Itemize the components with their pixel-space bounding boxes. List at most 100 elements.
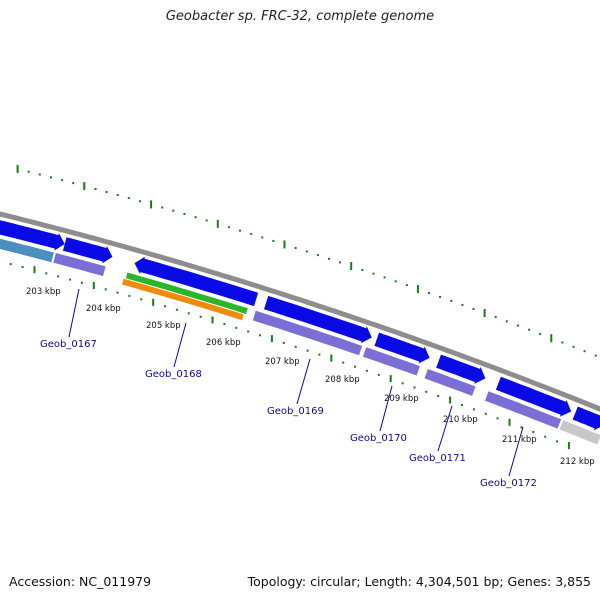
outer-minor-tick — [127, 197, 130, 200]
ruler-minor-tick — [223, 323, 226, 326]
genome-backbone — [0, 211, 600, 412]
outer-minor-tick — [405, 284, 408, 287]
outer-major-tick — [150, 200, 153, 209]
ruler-minor-tick — [365, 369, 368, 372]
outer-minor-tick — [394, 280, 397, 283]
outer-minor-tick — [572, 345, 575, 348]
outer-minor-tick — [239, 229, 241, 232]
cds-arrow-0167[interactable] — [62, 237, 113, 264]
outer-minor-tick — [339, 261, 342, 264]
ruler-minor-tick — [377, 373, 380, 376]
outer-minor-tick — [183, 213, 186, 215]
ruler-major-tick — [152, 298, 155, 306]
ruler-major-tick — [330, 354, 333, 362]
cds-arrow-0169[interactable] — [264, 295, 372, 344]
ruler-minor-tick — [342, 361, 345, 364]
ruler-minor-tick — [425, 390, 428, 393]
ruler-minor-tick — [556, 440, 559, 443]
ruler-major-tick — [389, 375, 392, 383]
outer-minor-tick — [428, 291, 430, 294]
gene-bar-0169[interactable] — [252, 310, 363, 356]
outer-major-tick — [216, 219, 219, 228]
outer-minor-tick — [505, 320, 508, 323]
ruler-label: 203 kbp — [26, 287, 61, 297]
ruler-label: 208 kbp — [325, 375, 360, 385]
gene-bar-0172[interactable] — [485, 391, 562, 429]
ruler-minor-tick — [164, 305, 167, 308]
cds-arrow-0171[interactable] — [436, 354, 486, 384]
outer-minor-tick — [528, 328, 531, 331]
ruler-minor-tick — [472, 408, 475, 411]
outer-minor-tick — [372, 272, 375, 275]
outer-minor-tick — [38, 173, 41, 176]
gene-label-geob-0172[interactable]: Geob_0172 — [480, 478, 537, 489]
outer-minor-tick — [294, 247, 297, 249]
outer-minor-tick — [227, 226, 230, 229]
ruler-major-tick — [92, 282, 95, 289]
gene-label-geob-0170[interactable]: Geob_0170 — [350, 433, 407, 444]
outer-major-tick — [416, 285, 419, 293]
outer-minor-tick — [594, 354, 597, 357]
ruler-minor-tick — [520, 426, 523, 429]
cds-arrow-0170[interactable] — [374, 332, 430, 364]
gene-labels: Geob_0167 Geob_0168 Geob_0169 Geob_0170 … — [40, 339, 537, 489]
ruler-major-tick — [211, 316, 214, 324]
outer-minor-tick — [138, 200, 141, 203]
outer-minor-tick — [250, 233, 253, 235]
outer-minor-tick — [50, 176, 52, 179]
ruler-minor-tick — [401, 382, 404, 385]
ruler-minor-tick — [259, 334, 262, 337]
outer-major-tick — [83, 182, 86, 191]
outer-minor-tick — [450, 299, 453, 302]
ruler-minor-tick — [140, 298, 143, 301]
outer-minor-tick — [72, 182, 75, 185]
cds-arrow-0166[interactable] — [0, 219, 65, 251]
cds-arrow-0172[interactable] — [495, 376, 572, 417]
ruler-minor-tick — [199, 315, 202, 318]
ruler-minor-tick — [9, 263, 12, 266]
outer-minor-tick — [361, 268, 364, 271]
ruler-minor-tick — [116, 291, 119, 294]
gene-bar-0170[interactable] — [362, 347, 420, 376]
outer-minor-tick — [205, 219, 208, 222]
leader-line — [173, 322, 187, 368]
gene-bar-0171[interactable] — [424, 369, 476, 396]
outer-major-tick — [283, 240, 286, 249]
ruler-minor-tick — [69, 278, 72, 281]
ruler-major-tick — [270, 335, 273, 343]
gene-label-geob-0167[interactable]: Geob_0167 — [40, 339, 97, 350]
outer-minor-tick — [328, 257, 330, 260]
grey-gene-fragment[interactable] — [559, 420, 600, 445]
ruler-major-tick — [33, 266, 36, 274]
gene-label-geob-0169[interactable]: Geob_0169 — [267, 406, 324, 417]
cyan-gene-fragment[interactable] — [0, 236, 54, 263]
ruler-minor-tick — [413, 386, 416, 389]
ruler-label: 209 kbp — [384, 394, 419, 404]
cds-arrow-0168[interactable] — [134, 256, 259, 307]
gene-bar-0167[interactable] — [53, 253, 106, 277]
outer-minor-tick — [161, 206, 164, 209]
ruler-minor-tick — [484, 412, 487, 415]
cds-arrow-0173[interactable] — [572, 406, 600, 431]
ruler-minor-tick — [437, 395, 440, 398]
outer-minor-tick — [105, 191, 108, 193]
rrna-bar-orange[interactable] — [122, 278, 244, 321]
ruler-minor-tick — [544, 435, 547, 438]
accession-text: Accession: NC_011979 — [9, 574, 152, 589]
ruler-major-tick — [508, 418, 511, 426]
ruler-label: 210 kbp — [443, 415, 478, 425]
ruler-label: 212 kbp — [560, 457, 595, 467]
gene-label-geob-0171[interactable]: Geob_0171 — [409, 453, 466, 464]
ruler-minor-tick — [80, 281, 83, 284]
ruler-minor-tick — [461, 403, 463, 406]
outer-minor-tick — [261, 236, 264, 239]
outer-minor-tick — [494, 316, 497, 319]
gene-label-geob-0168[interactable]: Geob_0168 — [145, 369, 202, 380]
rrna-bar-green[interactable] — [125, 272, 248, 315]
ruler-label: 205 kbp — [146, 321, 181, 331]
leader-line — [437, 405, 453, 452]
gene-leader-lines — [68, 288, 524, 477]
ruler-minor-tick — [235, 326, 238, 329]
outer-minor-tick — [172, 209, 175, 212]
